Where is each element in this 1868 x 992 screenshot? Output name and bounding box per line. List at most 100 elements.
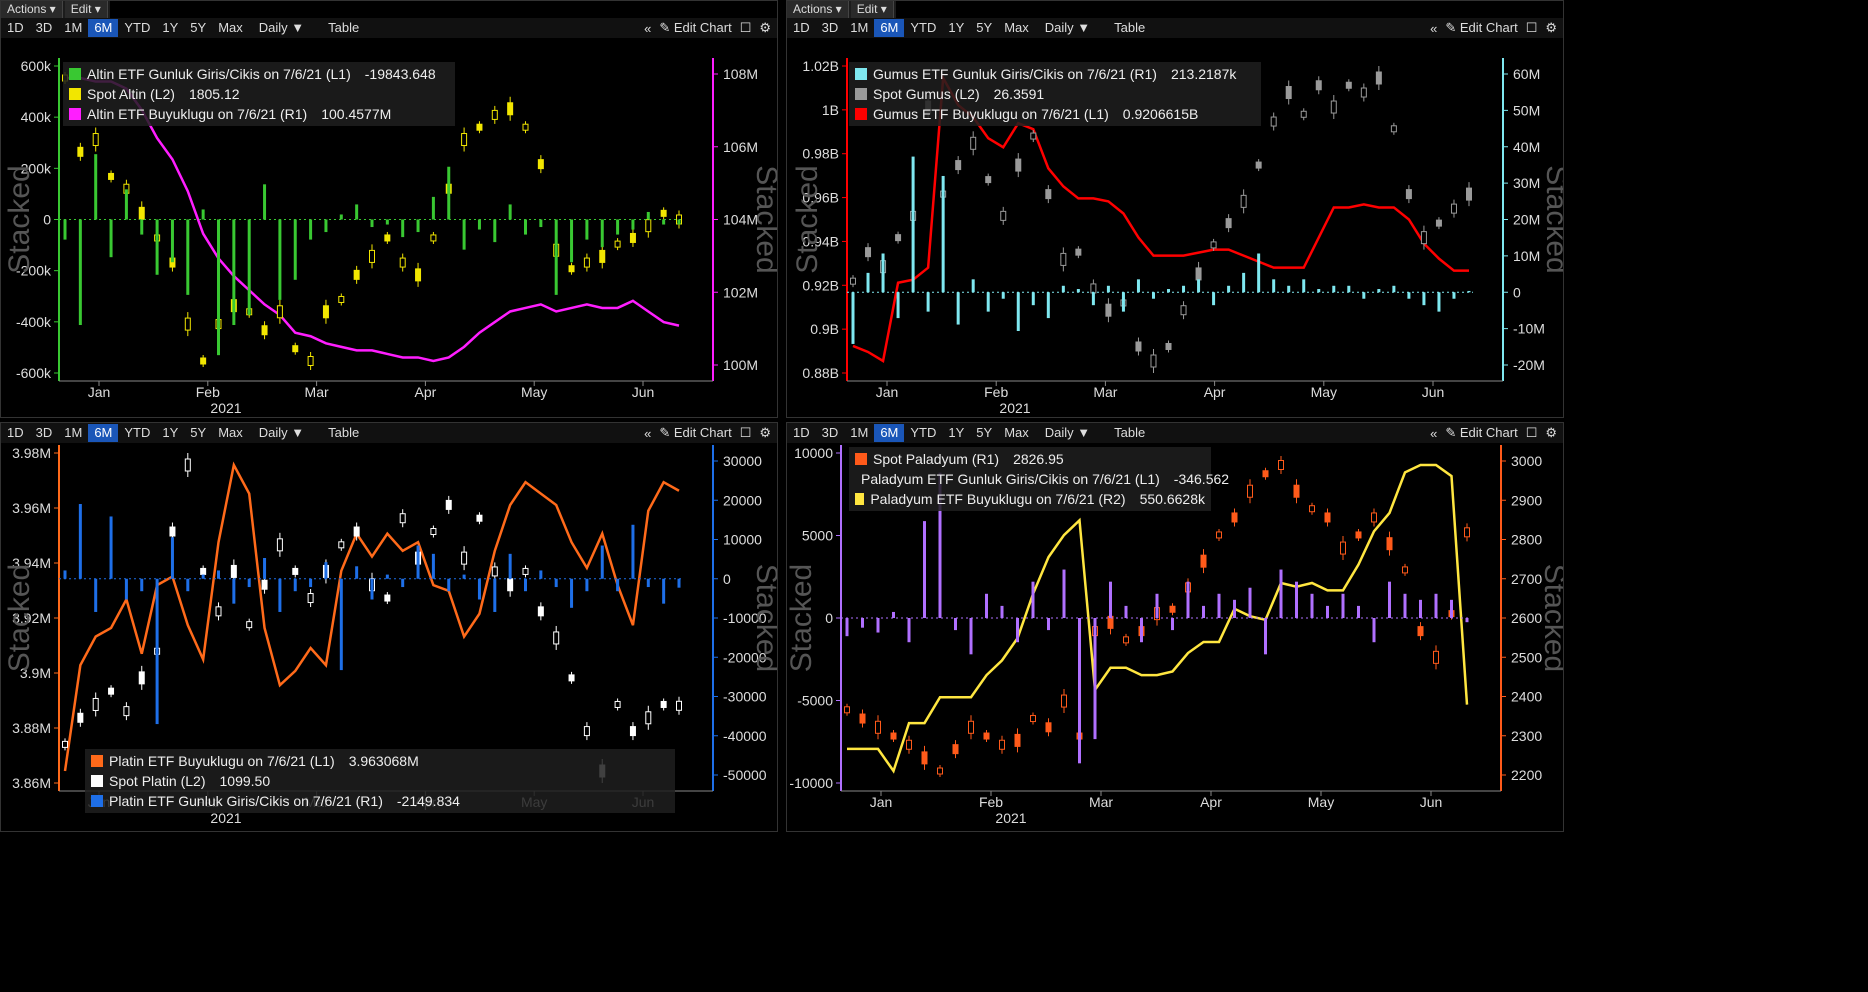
month-label: Jan xyxy=(876,384,899,400)
flow-bar xyxy=(201,209,205,220)
flow-bar xyxy=(1450,599,1453,618)
range-button-5y[interactable]: 5Y xyxy=(190,425,207,440)
flow-bar xyxy=(324,562,328,579)
chart-toolbar: 1D 3D 1M 6M YTD 1Y 5Y Max Daily ▼ Table « ✎ Edit Ch… xyxy=(1,423,777,443)
table-button[interactable]: Table xyxy=(1114,425,1146,440)
table-button[interactable]: Table xyxy=(1114,20,1146,35)
range-button-1m[interactable]: 1M xyxy=(64,425,83,440)
right-tick-label: -40000 xyxy=(723,728,767,744)
edit-chart-button[interactable]: ✎ Edit Chart xyxy=(1445,425,1518,440)
frequency-dropdown[interactable]: Daily ▼ xyxy=(258,425,305,440)
table-button[interactable]: Table xyxy=(328,20,360,35)
collapse-icon[interactable]: « xyxy=(1430,425,1438,441)
collapse-icon[interactable]: « xyxy=(644,425,652,441)
range-button-max[interactable]: Max xyxy=(218,425,243,440)
edit-menu[interactable]: Edit ▾ xyxy=(64,1,108,18)
candle-body xyxy=(461,133,468,147)
flow-bar xyxy=(662,578,666,604)
actions-menu[interactable]: Actions ▾ xyxy=(787,1,849,18)
gear-icon[interactable]: ⚙ xyxy=(759,20,771,35)
range-button-1m[interactable]: 1M xyxy=(850,20,869,35)
flow-bar xyxy=(861,618,864,628)
flow-bar xyxy=(78,219,82,326)
actions-menu[interactable]: Actions ▾ xyxy=(1,1,63,18)
edit-chart-button[interactable]: ✎ Edit Chart xyxy=(659,425,732,440)
range-button-3d[interactable]: 3D xyxy=(35,20,53,35)
legend-value: 213.2187k xyxy=(1170,66,1237,82)
candle-body xyxy=(1293,484,1300,498)
candle-body xyxy=(1210,241,1217,249)
range-button-1d[interactable]: 1D xyxy=(793,425,810,440)
range-button-ytd[interactable]: YTD xyxy=(124,20,151,35)
range-button-1y[interactable]: 1Y xyxy=(162,20,179,35)
flow-bar xyxy=(985,593,988,618)
range-button-1d[interactable]: 1D xyxy=(793,20,810,35)
range-button-3d[interactable]: 3D xyxy=(821,20,839,35)
edit-chart-button[interactable]: ✎ Edit Chart xyxy=(1445,20,1518,35)
flow-bar xyxy=(1388,581,1391,618)
frequency-dropdown[interactable]: Daily ▼ xyxy=(258,20,305,35)
range-button-1y[interactable]: 1Y xyxy=(948,20,965,35)
empty-area-right xyxy=(1566,0,1868,834)
pencil-box-icon[interactable]: ☐ xyxy=(1525,425,1538,440)
range-button-max[interactable]: Max xyxy=(1004,20,1029,35)
flow-bar xyxy=(1016,292,1020,332)
pencil-box-icon[interactable]: ☐ xyxy=(739,20,752,35)
flow-bar xyxy=(1202,605,1205,618)
candle-body xyxy=(138,671,145,685)
range-button-max[interactable]: Max xyxy=(218,20,243,35)
right-tick-label: 20000 xyxy=(723,492,762,508)
range-button-6m[interactable]: 6M xyxy=(874,19,905,37)
range-button-6m[interactable]: 6M xyxy=(874,424,905,442)
range-button-1y[interactable]: 1Y xyxy=(162,425,179,440)
range-button-5y[interactable]: 5Y xyxy=(976,425,993,440)
month-label: Jan xyxy=(870,794,893,810)
collapse-icon[interactable]: « xyxy=(644,20,652,36)
gear-icon[interactable]: ⚙ xyxy=(1545,425,1557,440)
range-button-3d[interactable]: 3D xyxy=(821,425,839,440)
flow-bar xyxy=(447,578,451,592)
range-button-max[interactable]: Max xyxy=(1004,425,1029,440)
collapse-icon[interactable]: « xyxy=(1430,20,1438,36)
flow-bar xyxy=(1326,605,1329,618)
range-button-6m[interactable]: 6M xyxy=(88,19,119,37)
range-button-3d[interactable]: 3D xyxy=(35,425,53,440)
flow-bar xyxy=(1372,618,1376,643)
range-button-5y[interactable]: 5Y xyxy=(976,20,993,35)
flow-bar xyxy=(892,611,895,618)
range-button-1y[interactable]: 1Y xyxy=(948,425,965,440)
range-button-1m[interactable]: 1M xyxy=(850,425,869,440)
legend-name: Paladyum ETF Buyuklugu on 7/6/21 (R2) xyxy=(870,491,1126,507)
range-button-1m[interactable]: 1M xyxy=(64,20,83,35)
candle-body xyxy=(614,240,621,248)
right-tick-label: 2800 xyxy=(1511,532,1542,548)
legend-swatch xyxy=(855,88,867,100)
range-button-1d[interactable]: 1D xyxy=(7,425,24,440)
range-button-ytd[interactable]: YTD xyxy=(124,425,151,440)
flow-bar xyxy=(508,553,512,579)
series-line xyxy=(65,76,680,363)
range-button-6m[interactable]: 6M xyxy=(88,424,119,442)
edit-chart-button[interactable]: ✎ Edit Chart xyxy=(659,20,732,35)
gear-icon[interactable]: ⚙ xyxy=(759,425,771,440)
range-button-1d[interactable]: 1D xyxy=(7,20,24,35)
candle-body xyxy=(583,257,590,268)
flow-bar xyxy=(1465,618,1469,623)
candle-body xyxy=(1225,218,1232,229)
range-button-ytd[interactable]: YTD xyxy=(910,425,937,440)
frequency-dropdown[interactable]: Daily ▼ xyxy=(1044,425,1091,440)
pencil-box-icon[interactable]: ☐ xyxy=(739,425,752,440)
frequency-dropdown[interactable]: Daily ▼ xyxy=(1044,20,1091,35)
flow-bar xyxy=(1332,285,1336,293)
candle-body xyxy=(77,712,84,723)
left-tick-label: 0 xyxy=(43,212,51,228)
right-tick-label: 3000 xyxy=(1511,453,1542,469)
pencil-box-icon[interactable]: ☐ xyxy=(1525,20,1538,35)
range-button-5y[interactable]: 5Y xyxy=(190,20,207,35)
edit-menu[interactable]: Edit ▾ xyxy=(850,1,894,18)
table-button[interactable]: Table xyxy=(328,425,360,440)
right-tick-label: 108M xyxy=(723,66,758,82)
gear-icon[interactable]: ⚙ xyxy=(1545,20,1557,35)
flow-bar xyxy=(600,219,604,248)
range-button-ytd[interactable]: YTD xyxy=(910,20,937,35)
